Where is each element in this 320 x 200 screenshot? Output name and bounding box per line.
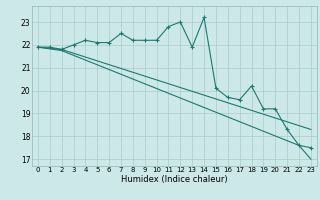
X-axis label: Humidex (Indice chaleur): Humidex (Indice chaleur) bbox=[121, 175, 228, 184]
